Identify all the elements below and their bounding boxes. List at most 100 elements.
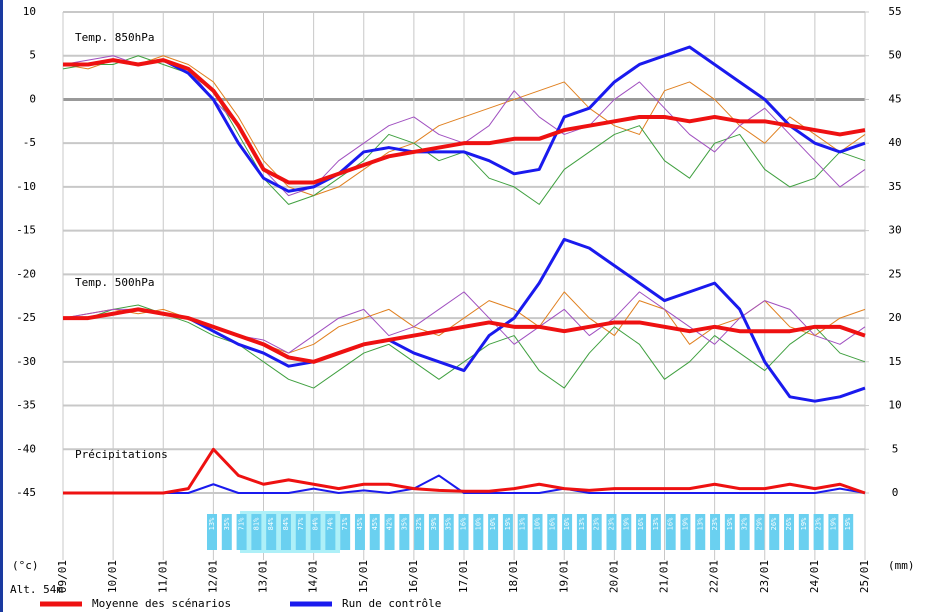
y2-tick-label: 0 xyxy=(892,486,899,499)
prob-box xyxy=(739,514,750,550)
prob-label: 29% xyxy=(755,517,763,530)
x-tick-label: 15/01 xyxy=(357,560,370,593)
prob-label: 84% xyxy=(267,517,275,530)
prob-box xyxy=(340,514,351,550)
prob-box xyxy=(458,514,469,550)
y-tick-label: -5 xyxy=(23,136,36,149)
prob-label: 26% xyxy=(770,517,778,530)
prob-label: 16% xyxy=(637,517,645,530)
x-tick-label: 09/01 xyxy=(56,560,69,593)
prob-label: 81% xyxy=(252,517,260,530)
series-line xyxy=(63,304,866,389)
prob-box xyxy=(695,514,706,550)
prob-label: 13% xyxy=(696,517,704,530)
prob-label: 84% xyxy=(312,517,320,530)
prob-box xyxy=(414,514,425,550)
prob-label: 74% xyxy=(326,517,334,530)
prob-label: 16% xyxy=(548,517,556,530)
y-tick-label: -30 xyxy=(16,355,36,368)
prob-box xyxy=(843,514,854,550)
prob-label: 23% xyxy=(711,517,719,530)
prob-box xyxy=(428,514,439,550)
legend-label: Run de contrôle xyxy=(342,597,441,610)
y-tick-label: -10 xyxy=(16,180,36,193)
prob-box xyxy=(221,514,232,550)
prob-box xyxy=(591,514,602,550)
x-tick-label: 20/01 xyxy=(607,560,620,593)
altitude: Alt. 54m xyxy=(10,583,63,596)
prob-label: 26% xyxy=(785,517,793,530)
prob-label: 19% xyxy=(504,517,512,530)
prob-label: 16% xyxy=(667,517,675,530)
prob-box xyxy=(754,514,765,550)
series-line xyxy=(62,55,866,197)
prob-box xyxy=(680,514,691,550)
prob-box xyxy=(621,514,632,550)
x-tick-label: 16/01 xyxy=(407,560,420,593)
x-tick-label: 19/01 xyxy=(557,560,570,593)
prob-label: 13% xyxy=(578,517,586,530)
prob-label: 19% xyxy=(681,517,689,530)
prob-label: 32% xyxy=(741,517,749,530)
x-tick-label: 25/01 xyxy=(858,560,871,593)
y-tick-label: 5 xyxy=(29,49,36,62)
y-tick-label: -45 xyxy=(16,486,36,499)
prob-box xyxy=(576,514,587,550)
prob-label: 35% xyxy=(400,517,408,530)
prob-label: 13% xyxy=(652,517,660,530)
y2-tick-label: 30 xyxy=(888,224,901,237)
prob-box xyxy=(369,514,380,550)
prob-label: 16% xyxy=(460,517,468,530)
prob-box xyxy=(325,514,336,550)
series-line xyxy=(63,474,866,494)
x-tick-label: 11/01 xyxy=(156,560,169,593)
x-tick-label: 21/01 xyxy=(658,560,671,593)
prob-label: 10% xyxy=(534,517,542,530)
series-line xyxy=(63,58,866,185)
prob-box xyxy=(488,514,499,550)
y2-tick-label: 10 xyxy=(888,399,901,412)
y2-unit: (mm) xyxy=(888,559,915,572)
prob-label: 13% xyxy=(208,517,216,530)
prob-label: 13% xyxy=(519,517,527,530)
y2-tick-label: 45 xyxy=(888,92,901,105)
x-tick-label: 23/01 xyxy=(758,560,771,593)
prob-label: 23% xyxy=(607,517,615,530)
prob-box xyxy=(769,514,780,550)
y-tick-label: -15 xyxy=(16,224,36,237)
y2-tick-label: 15 xyxy=(888,355,901,368)
y2-tick-label: 35 xyxy=(888,180,901,193)
prob-box xyxy=(310,514,321,550)
prob-label: 71% xyxy=(238,517,246,530)
prob-box xyxy=(710,514,721,550)
prob-label: 45% xyxy=(371,517,379,530)
y-tick-label: -20 xyxy=(16,267,36,280)
x-tick-label: 24/01 xyxy=(808,560,821,593)
prob-box xyxy=(724,514,735,550)
prob-label: 10% xyxy=(474,517,482,530)
prob-box xyxy=(606,514,617,550)
prob-label: 45% xyxy=(356,517,364,530)
prob-label: 19% xyxy=(844,517,852,530)
prob-box xyxy=(813,514,824,550)
y-unit: (°c) xyxy=(12,559,39,572)
prob-label: 19% xyxy=(622,517,630,530)
panel-label: Temp. 500hPa xyxy=(75,276,154,289)
panel-label: Précipitations xyxy=(75,448,168,461)
series-line xyxy=(63,45,866,193)
prob-box xyxy=(636,514,647,550)
prob-box xyxy=(295,514,306,550)
prob-label: 23% xyxy=(815,517,823,530)
x-tick-label: 13/01 xyxy=(257,560,270,593)
prob-box xyxy=(547,514,558,550)
y2-tick-label: 25 xyxy=(888,267,901,280)
prob-box xyxy=(280,514,291,550)
legend-label: Moyenne des scénarios xyxy=(92,597,231,610)
x-tick-label: 10/01 xyxy=(106,560,119,593)
panel-label: Temp. 850hPa xyxy=(75,31,154,44)
prob-label: 23% xyxy=(593,517,601,530)
prob-box xyxy=(251,514,262,550)
prob-box xyxy=(650,514,661,550)
prob-box xyxy=(384,514,395,550)
